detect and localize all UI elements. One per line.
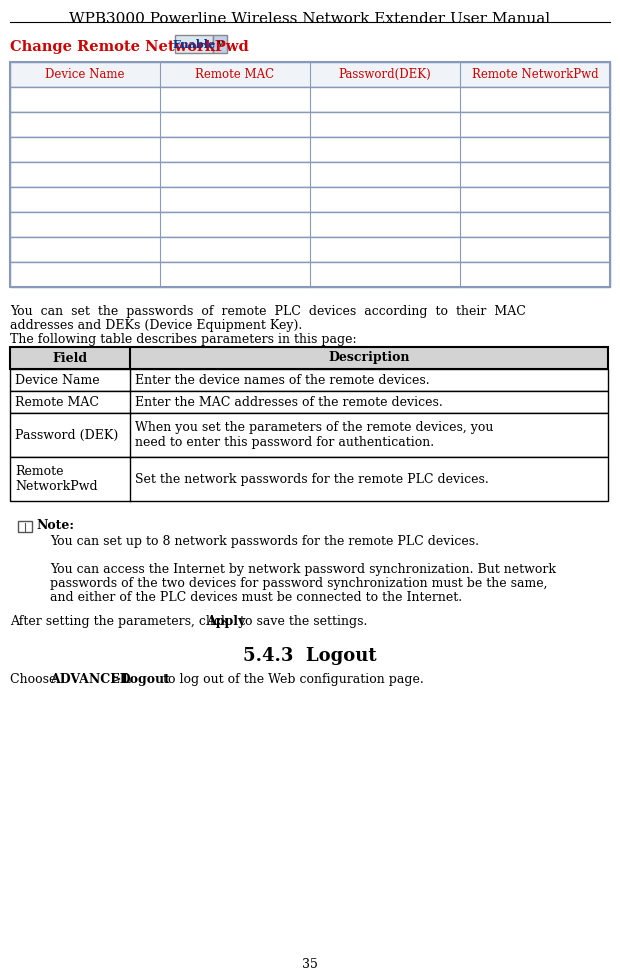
Bar — [10, 212, 610, 237]
Text: Password(DEK): Password(DEK) — [339, 68, 432, 81]
Text: Logout: Logout — [121, 673, 170, 686]
Text: Remote NetworkPwd: Remote NetworkPwd — [472, 68, 598, 81]
Text: Field: Field — [53, 351, 87, 365]
Bar — [10, 62, 610, 287]
Text: When you set the parameters of the remote devices, you
need to enter this passwo: When you set the parameters of the remot… — [135, 421, 494, 449]
Bar — [10, 457, 608, 501]
Text: Remote MAC: Remote MAC — [15, 395, 99, 409]
Bar — [10, 391, 608, 413]
Text: After setting the parameters, click: After setting the parameters, click — [10, 615, 232, 628]
Text: Description: Description — [328, 351, 410, 365]
Text: Password (DEK): Password (DEK) — [15, 428, 118, 442]
Text: passwords of the two devices for password synchronization must be the same,: passwords of the two devices for passwor… — [50, 577, 547, 590]
Text: and either of the PLC devices must be connected to the Internet.: and either of the PLC devices must be co… — [50, 591, 462, 604]
Text: Enter the MAC addresses of the remote devices.: Enter the MAC addresses of the remote de… — [135, 395, 443, 409]
Text: Enable: Enable — [172, 39, 216, 50]
Text: Device Name: Device Name — [45, 68, 125, 81]
Text: 35: 35 — [302, 958, 318, 971]
Bar — [10, 369, 608, 391]
Bar — [10, 237, 610, 262]
Text: 5.4.3  Logout: 5.4.3 Logout — [243, 647, 377, 665]
Bar — [10, 347, 608, 369]
Bar — [213, 35, 227, 53]
Text: The following table describes parameters in this page:: The following table describes parameters… — [10, 333, 356, 346]
Text: Note:: Note: — [36, 519, 74, 532]
Text: Change Remote NetworkPwd: Change Remote NetworkPwd — [10, 40, 249, 54]
Bar — [10, 413, 608, 457]
Bar — [10, 62, 610, 87]
Text: Device Name: Device Name — [15, 374, 100, 386]
Bar — [10, 187, 610, 212]
Text: Apply: Apply — [206, 615, 246, 628]
Text: to save the settings.: to save the settings. — [236, 615, 368, 628]
Text: addresses and DEKs (Device Equipment Key).: addresses and DEKs (Device Equipment Key… — [10, 319, 303, 332]
Bar — [10, 112, 610, 137]
Text: Remote MAC: Remote MAC — [195, 68, 275, 81]
Text: >: > — [107, 673, 125, 686]
Text: You can set up to 8 network passwords for the remote PLC devices.: You can set up to 8 network passwords fo… — [50, 535, 479, 548]
Bar — [10, 262, 610, 287]
FancyBboxPatch shape — [175, 35, 213, 53]
Text: Remote
NetworkPwd: Remote NetworkPwd — [15, 465, 97, 493]
Bar — [18, 521, 32, 532]
Text: You  can  set  the  passwords  of  remote  PLC  devices  according  to  their  M: You can set the passwords of remote PLC … — [10, 305, 526, 318]
Text: Enter the device names of the remote devices.: Enter the device names of the remote dev… — [135, 374, 430, 386]
Text: v: v — [217, 40, 223, 49]
Text: WPB3000 Powerline Wireless Network Extender User Manual: WPB3000 Powerline Wireless Network Exten… — [69, 12, 551, 26]
Bar — [10, 87, 610, 112]
Text: to log out of the Web configuration page.: to log out of the Web configuration page… — [159, 673, 423, 686]
Text: Choose: Choose — [10, 673, 60, 686]
Bar — [10, 162, 610, 187]
Text: Set the network passwords for the remote PLC devices.: Set the network passwords for the remote… — [135, 473, 489, 486]
Text: You can access the Internet by network password synchronization. But network: You can access the Internet by network p… — [50, 563, 556, 576]
Bar — [10, 137, 610, 162]
Text: ADVANCED: ADVANCED — [50, 673, 131, 686]
